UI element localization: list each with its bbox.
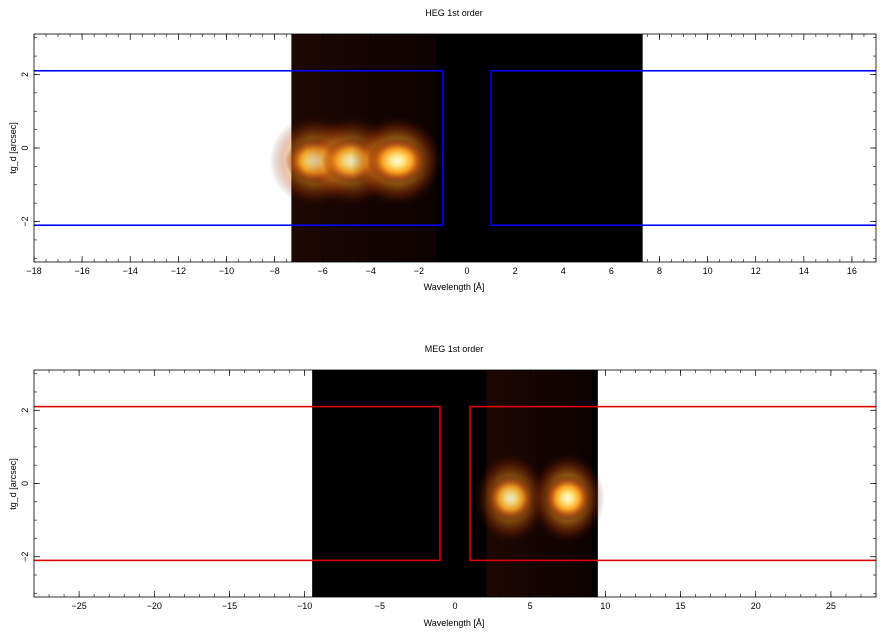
y-tick-label: 2: [20, 72, 30, 77]
y-tick-label: 0: [20, 145, 30, 150]
x-tick-label: −8: [269, 266, 279, 276]
y-tick-label: 0: [20, 481, 30, 486]
y-ticks: −2 0 2: [20, 373, 876, 594]
x-tick-label: 8: [657, 266, 662, 276]
x-tick-label: −20: [147, 601, 162, 611]
x-tick-label: −2: [414, 266, 424, 276]
x-tick-label: 20: [751, 601, 761, 611]
extraction-region-box: [469, 405, 876, 562]
meg-panel: MEG 1st order −25 −20 −15 −10 −5 0 5 10 15 20 25 −…: [8, 344, 877, 628]
x-tick-label: −6: [318, 266, 328, 276]
x-tick-label: 14: [799, 266, 809, 276]
x-tick-label: −10: [297, 601, 312, 611]
x-tick-label: −16: [74, 266, 89, 276]
chart-title: MEG 1st order: [425, 344, 484, 354]
heatmap-image: [312, 370, 605, 597]
x-ticks: −25 −20 −15 −10 −5 0 5 10 15 20 25: [33, 370, 877, 611]
emission-blob: [486, 474, 535, 522]
emission-blob: [367, 137, 428, 185]
heg-panel: HEG 1st order −18 −16 −14 −12 −10 −8 −6 −4 −2 0 2 4…: [8, 8, 877, 292]
x-tick-label: −14: [123, 266, 138, 276]
y-tick-label: −2: [20, 216, 30, 226]
y-axis-label: tg_d [arcsec]: [8, 122, 18, 174]
x-tick-label: −4: [366, 266, 376, 276]
x-tick-label: 6: [609, 266, 614, 276]
extraction-regions: [34, 69, 876, 227]
x-tick-label: 10: [600, 601, 610, 611]
extraction-region-box: [490, 69, 876, 227]
x-tick-label: −15: [222, 601, 237, 611]
x-axis-label: Wavelength [Å]: [424, 282, 485, 292]
extraction-regions: [34, 405, 876, 562]
x-tick-label: 2: [513, 266, 518, 276]
extraction-region-box: [34, 69, 444, 227]
chart-title: HEG 1st order: [425, 8, 483, 18]
x-tick-label: −12: [171, 266, 186, 276]
y-tick-label: −2: [20, 552, 30, 562]
x-tick-label: −25: [71, 601, 86, 611]
emission-blob: [543, 474, 592, 522]
x-tick-label: 16: [847, 266, 857, 276]
heatmap-image: [269, 34, 643, 262]
extraction-region-box: [34, 405, 441, 562]
x-axis-label: Wavelength [Å]: [424, 618, 485, 628]
x-tick-label: 15: [676, 601, 686, 611]
x-tick-label: −18: [26, 266, 41, 276]
x-tick-label: −5: [375, 601, 385, 611]
x-tick-label: 12: [751, 266, 761, 276]
x-tick-label: 0: [452, 601, 457, 611]
x-tick-label: 10: [703, 266, 713, 276]
y-tick-label: 2: [20, 408, 30, 413]
x-tick-label: 25: [826, 601, 836, 611]
x-ticks: −18 −16 −14 −12 −10 −8 −6 −4 −2 0 2 4 6 8 10 12 14 16: [26, 34, 877, 276]
x-tick-label: 4: [561, 266, 566, 276]
y-axis-label: tg_d [arcsec]: [8, 458, 18, 510]
y-ticks: −2 0 2: [20, 37, 876, 259]
x-tick-label: 5: [528, 601, 533, 611]
x-tick-label: −10: [219, 266, 234, 276]
x-tick-label: 0: [465, 266, 470, 276]
